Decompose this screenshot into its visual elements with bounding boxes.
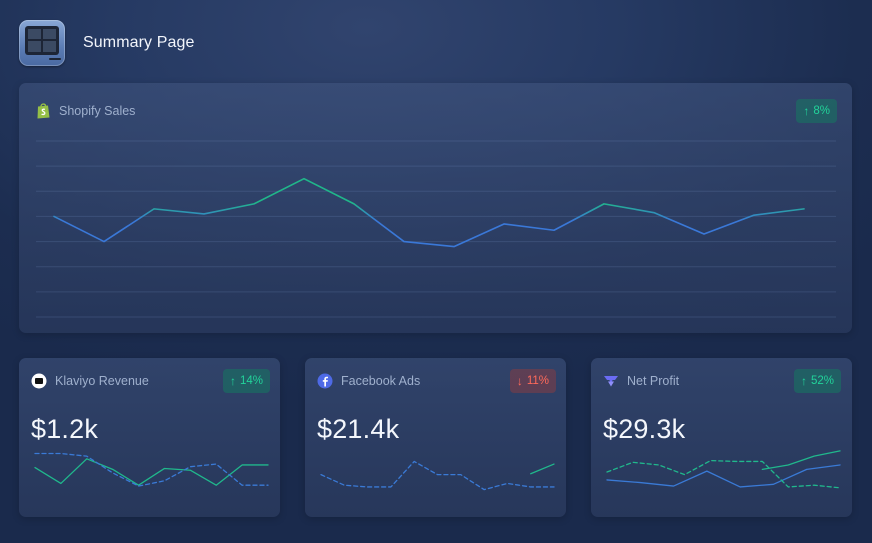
- change-badge: ↑ 14%: [222, 369, 270, 393]
- net-profit-sparkline: [606, 450, 841, 489]
- page-header: Summary Page: [19, 19, 194, 67]
- shopify-sales-chart: [36, 140, 836, 318]
- series-line: [34, 458, 269, 486]
- klaviyo-sparkline: [34, 452, 269, 487]
- card-label: Klaviyo Revenue: [55, 374, 149, 388]
- facebook-ads-card[interactable]: Facebook Ads ↓ 11% $21.4k: [305, 358, 566, 517]
- arrow-up-icon: ↑: [803, 104, 810, 118]
- change-value: 11%: [526, 375, 549, 387]
- card-header: Klaviyo Revenue: [31, 373, 149, 389]
- comparison-series-line: [606, 459, 841, 489]
- change-value: 14%: [239, 375, 263, 387]
- page-title: Summary Page: [83, 34, 195, 51]
- card-header: Shopify Sales: [36, 102, 135, 119]
- klaviyo-icon: [31, 373, 47, 389]
- change-badge: ↑ 52%: [793, 369, 841, 393]
- change-value: 8%: [813, 105, 830, 117]
- series-line: [530, 463, 555, 475]
- card-header: Facebook Ads: [317, 373, 420, 389]
- kpi-value: $21.4k: [317, 414, 400, 444]
- card-label: Net Profit: [627, 374, 680, 388]
- series-line: [761, 450, 841, 471]
- dashboard-app-icon[interactable]: [19, 20, 65, 66]
- kpi-value: $1.2k: [31, 414, 99, 444]
- series-line: [606, 464, 841, 488]
- comparison-series-line: [34, 452, 269, 487]
- net-profit-card[interactable]: Net Profit ↑ 52% $29.3k: [591, 358, 852, 517]
- arrow-up-icon: ↑: [229, 374, 236, 388]
- card-label: Shopify Sales: [59, 103, 136, 118]
- kpi-value: $29.3k: [603, 414, 686, 444]
- change-badge: ↓ 11%: [509, 369, 556, 393]
- arrow-up-icon: ↑: [800, 374, 807, 388]
- triple-whale-icon: [603, 373, 619, 389]
- shopify-sales-card[interactable]: Shopify Sales ↑ 8%: [19, 83, 852, 333]
- change-badge: ↑ 8%: [796, 99, 837, 123]
- arrow-down-icon: ↓: [516, 374, 523, 388]
- klaviyo-revenue-card[interactable]: Klaviyo Revenue ↑ 14% $1.2k: [19, 358, 280, 517]
- card-header: Net Profit: [603, 373, 679, 389]
- shopify-icon: [36, 102, 51, 119]
- sales-series-line: [53, 177, 805, 248]
- facebook-icon: [317, 373, 333, 389]
- card-label: Facebook Ads: [341, 374, 421, 388]
- comparison-series-line: [320, 460, 555, 491]
- change-value: 52%: [810, 375, 834, 387]
- facebook-ads-sparkline: [320, 460, 555, 491]
